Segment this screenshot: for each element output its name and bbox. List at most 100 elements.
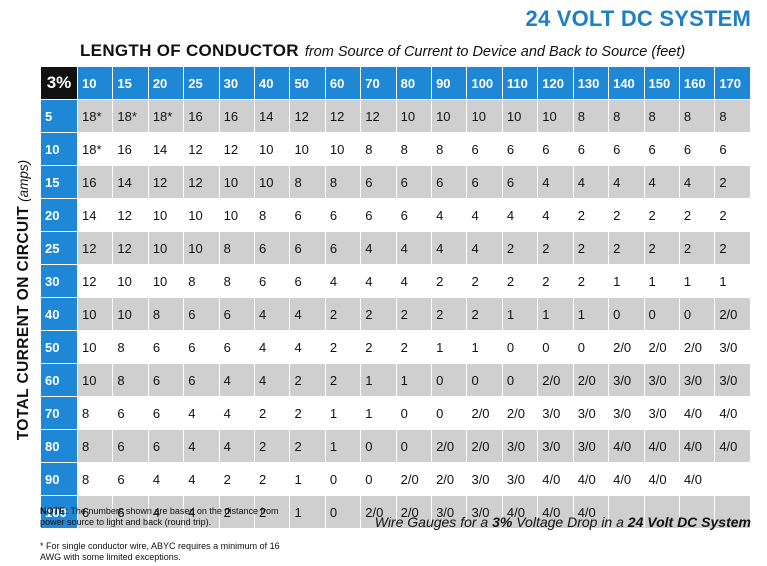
length-header-cell: 30: [218, 66, 256, 100]
gauge-cell: 6: [608, 132, 645, 166]
gauge-cell: 12: [360, 99, 397, 133]
gauge-cell: 4: [466, 198, 503, 232]
gauge-cell: 4: [218, 396, 256, 430]
gauge-cell: 4: [678, 165, 716, 199]
gauge-cell: 2: [218, 495, 256, 529]
gauge-cell: 2/0: [431, 429, 468, 463]
gauge-cell: 6: [395, 198, 433, 232]
gauge-cell: 10: [183, 198, 220, 232]
gauge-cell: 18*: [76, 99, 114, 133]
gauge-cell: 4/0: [714, 396, 751, 430]
gauge-cell: 3/0: [572, 396, 610, 430]
gauge-cell: 6: [501, 165, 539, 199]
gauge-cell: 8: [76, 462, 114, 496]
gauge-cell: 3/0: [537, 396, 574, 430]
gauge-cell: 4/0: [608, 462, 645, 496]
amps-cell: 5: [40, 99, 78, 133]
gauge-cell: 4: [360, 231, 397, 265]
gauge-cell: 6: [147, 396, 185, 430]
table-row: 15 16 14 12 12 10 10 8 8 6 6 6 6 6 4 4 4 4 4 2: [40, 165, 751, 199]
gauge-cell: 12: [218, 132, 256, 166]
gauge-cell: 14: [112, 165, 149, 199]
gauge-cell: 2: [643, 231, 680, 265]
length-header-cell: 140: [608, 66, 645, 100]
gauge-cell: 2: [324, 330, 362, 364]
gauge-cell: 4/0: [537, 495, 574, 529]
gauge-cell: 1: [714, 264, 751, 298]
gauge-cell: 4: [254, 297, 291, 331]
gauge-cell: 6: [218, 297, 256, 331]
gauge-cell: 8: [289, 165, 326, 199]
gauge-cell: 12: [76, 231, 114, 265]
length-header-cell: 40: [254, 66, 291, 100]
length-header-row: 3% 10 15 20 25 30 40 50 60 70 80 90 100 110 120 130 140…: [40, 66, 751, 100]
length-header-cell: 25: [183, 66, 220, 100]
table-row: 90 8 6 4 4 2 2 1 0 0 2/0 2/0 3/0 3/0 4/0 4/0 4/0 4/0 4/0: [40, 462, 751, 496]
gauge-cell: 10: [218, 198, 256, 232]
gauge-cell: 4/0: [678, 429, 716, 463]
gauge-cell: 2: [678, 198, 716, 232]
gauge-cell: 3/0: [501, 462, 539, 496]
gauge-cell: 8: [147, 297, 185, 331]
gauge-cell: 6: [643, 132, 680, 166]
gauge-cell: 4: [501, 198, 539, 232]
gauge-cell: 1: [608, 264, 645, 298]
gauge-cell: 2: [254, 429, 291, 463]
gauge-cell: 14: [147, 132, 185, 166]
gauge-cell: 0: [537, 330, 574, 364]
gauge-cell: 1: [678, 264, 716, 298]
length-header-cell: 150: [643, 66, 680, 100]
gauge-cell: 2/0: [466, 396, 503, 430]
gauge-cell: 0: [395, 429, 433, 463]
gauge-cell: 4: [254, 363, 291, 397]
table-row: 40 10 10 8 6 6 4 4 2 2 2 2 2 1 1 1 0 0 0 2/0: [40, 297, 751, 331]
gauge-cell: 18*: [147, 99, 185, 133]
gauge-cell: 1: [360, 396, 397, 430]
amps-cell: 40: [40, 297, 78, 331]
gauge-cell: 10: [112, 264, 149, 298]
table-row: 30 12 10 10 8 8 6 6 4 4 4 2 2 2 2 2 1 1 1 1: [40, 264, 751, 298]
gauge-cell: 4/0: [643, 429, 680, 463]
gauge-cell: 4: [395, 231, 433, 265]
gauge-cell: 6: [501, 132, 539, 166]
length-header-bold: LENGTH OF CONDUCTOR: [80, 41, 299, 60]
gauge-cell: 10: [76, 363, 114, 397]
gauge-cell: 6: [537, 132, 574, 166]
gauge-cell: 4: [218, 429, 256, 463]
caption-percent: 3%: [492, 514, 513, 530]
gauge-cell: 0: [678, 297, 716, 331]
gauge-cell: 2: [501, 231, 539, 265]
gauge-cell: 2/0: [678, 330, 716, 364]
gauge-cell: 4: [466, 231, 503, 265]
table-caption: Wire Gauges for a 3% Voltage Drop in a 2…: [375, 514, 751, 530]
gauge-cell: 4: [289, 297, 326, 331]
gauge-cell: 8: [112, 363, 149, 397]
gauge-cell: 4: [537, 165, 574, 199]
gauge-cell: 10: [466, 99, 503, 133]
gauge-cell: 2/0: [395, 495, 433, 529]
gauge-cell: 6: [254, 231, 291, 265]
gauge-cell: 2: [714, 165, 751, 199]
gauge-cell: 2: [714, 231, 751, 265]
gauge-cell: 10: [254, 165, 291, 199]
gauge-cell: 0: [324, 495, 362, 529]
gauge-cell: 6: [183, 363, 220, 397]
gauge-cell: 10: [147, 264, 185, 298]
gauge-cell: 4/0: [608, 429, 645, 463]
gauge-cell: 2: [537, 231, 574, 265]
gauge-cell: [643, 495, 680, 529]
gauge-cell: 4: [360, 264, 397, 298]
gauge-cell: 8: [395, 132, 433, 166]
gauge-cell: 8: [431, 132, 468, 166]
gauge-cell: 10: [147, 198, 185, 232]
gauge-cell: 1: [360, 363, 397, 397]
gauge-cell: 10: [431, 99, 468, 133]
gauge-cell: 2/0: [360, 495, 397, 529]
table-body: 5 18* 18* 18* 16 16 14 12 12 12 10 10 10 10 10 8 8 8 8 8 10 1…: [40, 99, 751, 529]
gauge-cell: 2/0: [537, 363, 574, 397]
gauge-cell: 4/0: [572, 495, 610, 529]
gauge-cell: 0: [360, 429, 397, 463]
gauge-cell: 16: [112, 132, 149, 166]
gauge-cell: 6: [289, 198, 326, 232]
gauge-cell: 8: [714, 99, 751, 133]
